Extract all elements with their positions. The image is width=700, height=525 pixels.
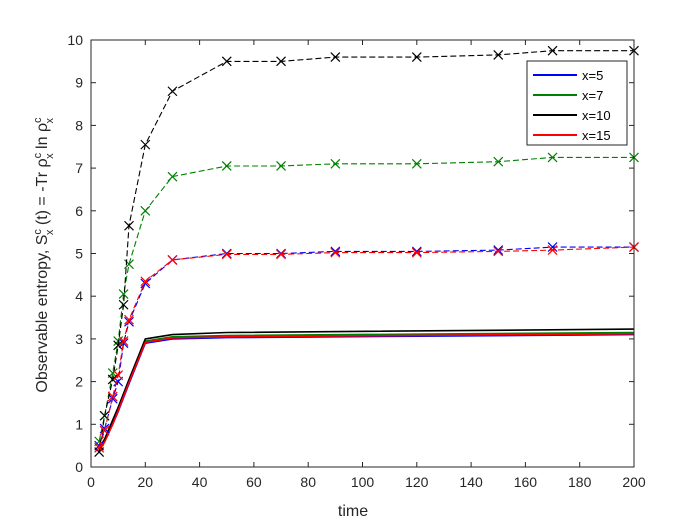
x-marker <box>99 425 110 436</box>
dashed-series-line-4 <box>98 246 634 446</box>
x-marker <box>107 391 118 402</box>
x-marker <box>124 314 134 325</box>
y-tick-label: 4 <box>75 288 83 304</box>
x-marker <box>330 247 341 258</box>
x-marker <box>140 205 151 216</box>
x-marker <box>493 156 504 167</box>
y-tick-label: 8 <box>75 117 83 133</box>
y-tick-label: 0 <box>75 459 83 475</box>
y-tick-label: 2 <box>75 374 83 390</box>
x-tick-label: 120 <box>405 474 429 490</box>
solid-series-line-3 <box>98 333 635 452</box>
x-marker <box>140 139 151 150</box>
axes <box>90 39 635 468</box>
x-marker <box>107 374 118 385</box>
x-marker <box>411 52 422 63</box>
x-marker <box>276 248 286 259</box>
x-marker <box>276 56 286 67</box>
x-tick-label: 20 <box>138 474 154 490</box>
x-marker <box>493 50 504 60</box>
x-marker <box>167 171 178 182</box>
x-tick-label: 40 <box>192 474 208 490</box>
legend-label: x=5 <box>582 68 603 83</box>
legend: x=5 x=7 x=10 x=15 <box>526 60 628 146</box>
legend-item-x15: x=15 <box>533 128 611 143</box>
x-marker <box>330 246 341 257</box>
legend-item-x10: x=10 <box>533 108 611 123</box>
y-tick-label: 6 <box>75 203 83 219</box>
plot-area <box>94 45 639 457</box>
solid-series-line-2 <box>98 328 635 449</box>
x-axis-label: time <box>338 503 368 520</box>
legend-label: x=15 <box>582 128 611 143</box>
x-tick-label: 200 <box>622 474 646 490</box>
x-marker <box>493 246 504 257</box>
x-marker <box>493 245 504 256</box>
x-marker <box>221 249 232 260</box>
solid-series-line-1 <box>98 331 635 450</box>
x-marker <box>411 158 422 169</box>
x-tick-label: 80 <box>300 474 316 490</box>
x-marker <box>118 289 129 299</box>
x-marker <box>221 161 232 171</box>
x-marker <box>330 52 341 63</box>
x-marker <box>221 56 232 67</box>
x-marker <box>140 278 151 289</box>
y-tick-label: 10 <box>67 32 83 48</box>
x-marker <box>276 249 286 260</box>
x-marker <box>94 442 105 453</box>
x-tick-label: 180 <box>568 474 592 490</box>
x-marker <box>276 161 286 171</box>
x-tick-label: 0 <box>87 474 95 490</box>
x-marker <box>118 338 129 349</box>
dashed-series-line-5 <box>98 156 634 442</box>
x-marker <box>411 246 422 257</box>
x-tick-label: 160 <box>514 474 538 490</box>
x-marker <box>118 299 129 310</box>
tick-labels: 0 20 40 60 80 100 120 140 160 180 200 0 1 2 3 4 5 6 7 8 9 10 <box>67 32 645 490</box>
x-tick-label: 100 <box>351 474 375 490</box>
x-marker <box>124 220 134 231</box>
x-marker <box>411 247 422 258</box>
x-tick-label: 60 <box>246 474 262 490</box>
x-marker <box>140 276 151 287</box>
y-tick-label: 9 <box>75 75 83 91</box>
x-marker <box>167 254 178 265</box>
x-marker <box>118 336 129 346</box>
y-axis-label: Observable entropy, Scx (t) = -Tr ρcx ln… <box>32 117 56 393</box>
x-tick-label: 140 <box>459 474 483 490</box>
x-marker <box>221 248 232 259</box>
x-marker <box>113 370 124 381</box>
x-marker <box>167 86 178 97</box>
x-marker <box>547 245 558 256</box>
x-marker <box>113 340 124 351</box>
x-marker <box>547 45 558 56</box>
solid-series-line-0 <box>98 333 635 451</box>
y-tick-label: 1 <box>75 416 83 432</box>
legend-item-x7: x=7 <box>533 88 603 103</box>
x-marker <box>547 152 558 163</box>
y-tick-label: 5 <box>75 246 83 262</box>
legend-item-x5: x=5 <box>533 68 603 83</box>
y-tick-label: 7 <box>75 160 83 176</box>
dashed-series-line-7 <box>98 246 635 448</box>
y-tick-label: 3 <box>75 331 83 347</box>
x-marker <box>94 447 105 457</box>
legend-box <box>526 60 628 146</box>
x-marker <box>124 259 134 270</box>
x-marker <box>330 158 341 169</box>
legend-label: x=10 <box>582 108 611 123</box>
legend-label: x=7 <box>582 88 603 103</box>
